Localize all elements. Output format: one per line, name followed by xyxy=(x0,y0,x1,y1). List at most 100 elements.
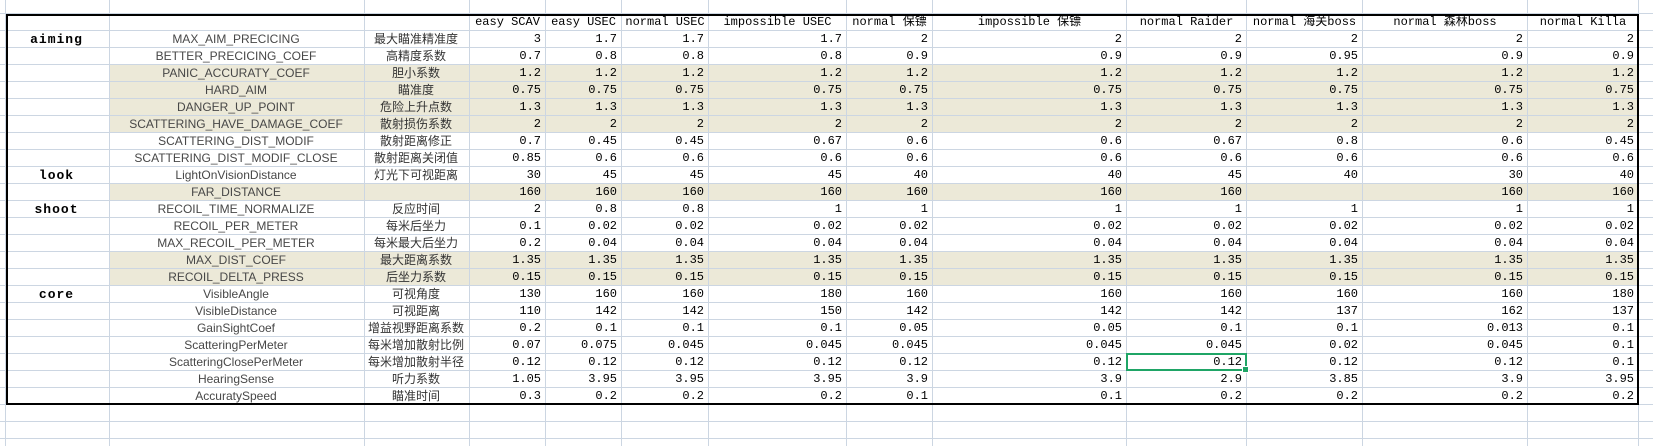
value-cell[interactable]: 3.95 xyxy=(546,371,622,388)
value-cell[interactable]: 0.9 xyxy=(1363,48,1528,65)
value-cell[interactable]: 0.07 xyxy=(470,337,546,354)
value-cell[interactable]: 160 xyxy=(847,184,933,201)
empty-cell[interactable] xyxy=(933,405,1127,422)
param-name-cell[interactable]: ScatteringClosePerMeter xyxy=(110,354,365,371)
value-cell[interactable]: 0.75 xyxy=(1528,82,1639,99)
empty-cell[interactable] xyxy=(1639,439,1653,446)
value-cell[interactable]: 0.05 xyxy=(933,320,1127,337)
value-cell[interactable]: 0.6 xyxy=(1247,150,1363,167)
empty-cell[interactable] xyxy=(1528,405,1639,422)
empty-cell[interactable] xyxy=(709,0,847,14)
row-edge-cell[interactable] xyxy=(1639,184,1653,201)
value-cell[interactable]: 0.2 xyxy=(1363,388,1528,405)
param-name-cell[interactable]: PANIC_ACCURATY_COEF xyxy=(110,65,365,82)
empty-cell[interactable] xyxy=(365,422,470,439)
row-edge-cell[interactable] xyxy=(0,388,6,405)
value-cell[interactable]: 0.8 xyxy=(709,48,847,65)
value-cell[interactable]: 0.045 xyxy=(933,337,1127,354)
empty-cell[interactable] xyxy=(1127,405,1247,422)
row-edge-cell[interactable] xyxy=(1639,48,1653,65)
value-cell[interactable]: 1.3 xyxy=(470,99,546,116)
value-cell[interactable]: 1.7 xyxy=(709,31,847,48)
value-cell[interactable]: 3.9 xyxy=(847,371,933,388)
empty-cell[interactable] xyxy=(933,0,1127,14)
row-edge-cell[interactable] xyxy=(1639,269,1653,286)
value-cell[interactable]: 2 xyxy=(933,31,1127,48)
param-name-cell[interactable]: SCATTERING_DIST_MODIF_CLOSE xyxy=(110,150,365,167)
param-cn-cell[interactable]: 瞄准度 xyxy=(365,82,470,99)
empty-cell[interactable] xyxy=(933,422,1127,439)
value-cell[interactable]: 1.2 xyxy=(933,65,1127,82)
row-edge-cell[interactable] xyxy=(1639,286,1653,303)
row-edge-cell[interactable] xyxy=(0,150,6,167)
param-name-cell[interactable]: FAR_DISTANCE xyxy=(110,184,365,201)
value-cell[interactable]: 0.6 xyxy=(1363,150,1528,167)
value-cell[interactable]: 2 xyxy=(933,116,1127,133)
empty-cell[interactable] xyxy=(1639,405,1653,422)
empty-cell[interactable] xyxy=(1127,439,1247,446)
value-cell[interactable]: 0.75 xyxy=(933,82,1127,99)
param-cn-cell[interactable]: 散射损伤系数 xyxy=(365,116,470,133)
value-cell[interactable]: 0.1 xyxy=(1528,354,1639,371)
empty-cell[interactable] xyxy=(1528,422,1639,439)
value-cell[interactable]: 0.6 xyxy=(1363,133,1528,150)
value-cell[interactable]: 0.02 xyxy=(933,218,1127,235)
row-edge-cell[interactable] xyxy=(1639,252,1653,269)
empty-cell[interactable] xyxy=(0,0,6,14)
value-cell[interactable]: 2 xyxy=(1528,31,1639,48)
category-cell[interactable] xyxy=(6,354,110,371)
value-cell[interactable]: 160 xyxy=(709,184,847,201)
category-cell[interactable] xyxy=(6,252,110,269)
row-edge-cell[interactable] xyxy=(1639,150,1653,167)
row-edge-cell[interactable] xyxy=(0,252,6,269)
value-cell[interactable]: 1.7 xyxy=(622,31,709,48)
value-cell[interactable]: 1.3 xyxy=(622,99,709,116)
value-cell[interactable]: 2 xyxy=(847,31,933,48)
value-cell[interactable]: 160 xyxy=(1247,286,1363,303)
param-name-cell[interactable]: MAX_AIM_PRECICING xyxy=(110,31,365,48)
value-cell[interactable]: 1 xyxy=(847,201,933,218)
param-cn-cell[interactable]: 听力系数 xyxy=(365,371,470,388)
row-edge-cell[interactable] xyxy=(1639,235,1653,252)
value-cell[interactable]: 0.2 xyxy=(546,388,622,405)
category-cell[interactable] xyxy=(6,218,110,235)
empty-cell[interactable] xyxy=(470,405,546,422)
value-cell[interactable]: 0.67 xyxy=(709,133,847,150)
value-cell[interactable]: 0.02 xyxy=(1247,337,1363,354)
param-name-cell[interactable]: GainSightCoef xyxy=(110,320,365,337)
value-cell[interactable]: 0.2 xyxy=(622,388,709,405)
category-cell[interactable] xyxy=(6,99,110,116)
column-header-normal-usec[interactable]: normal USEC xyxy=(622,14,709,31)
empty-cell[interactable] xyxy=(1528,439,1639,446)
value-cell[interactable]: 2 xyxy=(1528,116,1639,133)
row-edge-cell[interactable] xyxy=(0,65,6,82)
empty-cell[interactable] xyxy=(933,439,1127,446)
value-cell[interactable]: 2 xyxy=(470,201,546,218)
value-cell[interactable]: 0.02 xyxy=(1247,218,1363,235)
empty-cell[interactable] xyxy=(622,422,709,439)
value-cell[interactable]: 2 xyxy=(1127,116,1247,133)
row-edge-cell[interactable] xyxy=(0,320,6,337)
value-cell[interactable]: 1.2 xyxy=(622,65,709,82)
value-cell[interactable]: 0.7 xyxy=(470,48,546,65)
value-cell[interactable]: 0.6 xyxy=(1528,150,1639,167)
value-cell[interactable]: 0.045 xyxy=(1363,337,1528,354)
value-cell[interactable]: 0.15 xyxy=(1127,269,1247,286)
empty-cell[interactable] xyxy=(1639,0,1653,14)
empty-cell[interactable] xyxy=(1363,439,1528,446)
value-cell[interactable]: 110 xyxy=(470,303,546,320)
empty-cell[interactable] xyxy=(622,0,709,14)
value-cell[interactable]: 180 xyxy=(1528,286,1639,303)
value-cell[interactable]: 1.2 xyxy=(709,65,847,82)
value-cell[interactable]: 0.1 xyxy=(847,388,933,405)
value-cell[interactable]: 137 xyxy=(1528,303,1639,320)
category-cell[interactable] xyxy=(6,235,110,252)
value-cell[interactable]: 0.04 xyxy=(546,235,622,252)
empty-cell[interactable] xyxy=(546,405,622,422)
category-cell[interactable] xyxy=(6,371,110,388)
param-name-cell[interactable]: LightOnVisionDistance xyxy=(110,167,365,184)
value-cell[interactable]: 160 xyxy=(470,184,546,201)
empty-cell[interactable] xyxy=(1247,405,1363,422)
row-edge-cell[interactable] xyxy=(0,286,6,303)
param-cn-cell[interactable] xyxy=(365,184,470,201)
